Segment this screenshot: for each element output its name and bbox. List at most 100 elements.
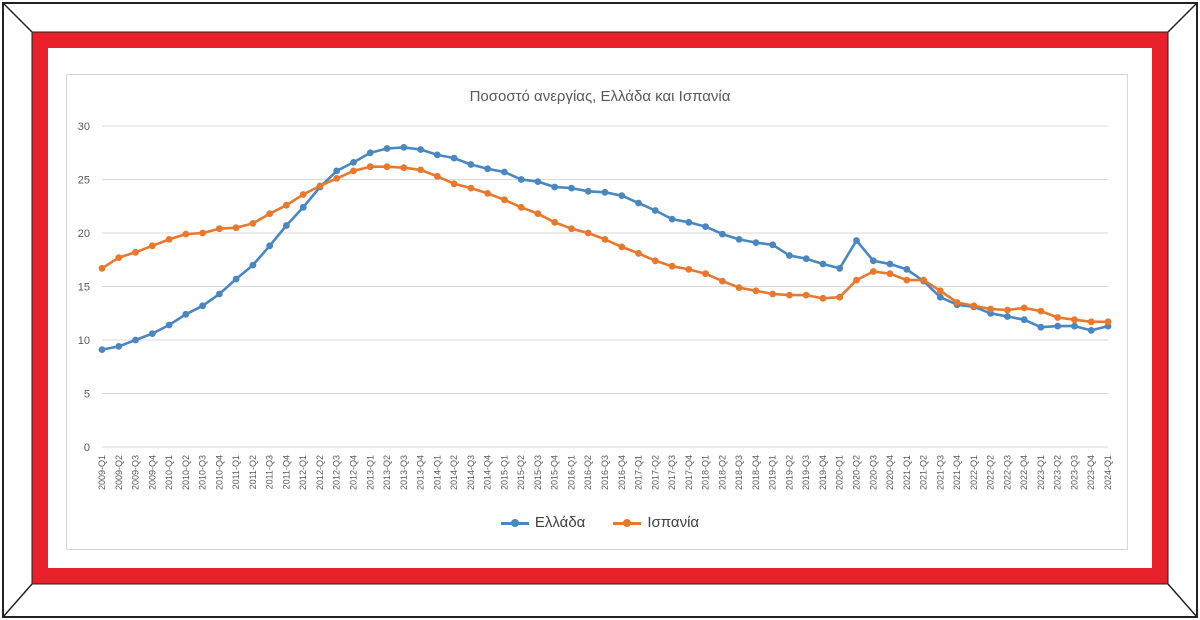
data-point-greece [333,167,341,175]
data-point-greece [115,343,123,350]
data-point-spain [819,294,827,302]
x-tick-label: 2015-Q4 [550,455,560,490]
x-tick-label: 2014-Q2 [449,455,459,490]
data-point-spain [517,203,525,211]
y-tick-label: 25 [78,175,90,187]
x-tick-label: 2014-Q1 [432,455,442,490]
x-tick-label: 2019-Q1 [768,455,778,490]
chart-panel [66,74,1128,550]
data-point-spain [266,210,274,218]
legend-swatch-spain [613,518,642,528]
data-point-greece [1020,316,1028,324]
data-point-spain [132,248,139,256]
data-point-spain [685,266,693,273]
data-point-greece [869,257,877,265]
data-point-spain [165,236,173,243]
data-point-greece [534,178,542,186]
x-tick-label: 2010-Q2 [181,455,191,490]
data-point-spain [568,225,575,233]
x-tick-label: 2022-Q3 [1002,455,1012,490]
data-point-greece [551,183,559,191]
data-point-greece [199,302,207,310]
x-tick-label: 2016-Q4 [617,455,627,490]
data-point-spain [618,243,626,251]
x-tick-label: 2024-Q1 [1103,455,1113,490]
data-point-greece [98,346,106,353]
legend-swatch-greece [500,518,529,528]
data-point-greece [366,149,374,157]
data-point-spain [182,230,190,238]
x-tick-label: 2018-Q1 [701,455,711,490]
data-point-spain [1054,314,1062,321]
data-point-greece [719,230,726,238]
data-point-spain [786,291,793,299]
x-tick-label: 2015-Q2 [516,455,526,490]
data-point-greece [836,264,844,272]
data-point-spain [802,291,810,299]
data-point-greece [165,321,173,329]
y-tick-label: 5 [84,389,90,401]
data-point-greece [1054,322,1062,330]
data-point-spain [635,249,642,257]
data-point-greece [601,188,609,196]
x-tick-label: 2019-Q4 [818,455,828,490]
data-point-spain [1020,304,1028,312]
chart-title: Ποσοστό ανεργίας, Ελλάδα και Ισπανία [469,88,731,105]
data-point-spain [417,166,424,174]
data-point-spain [534,210,542,218]
data-point-spain [584,229,592,237]
data-point-greece [249,261,257,269]
data-point-greece [266,242,274,250]
x-tick-label: 2010-Q1 [164,455,174,490]
frame-inner-line [31,31,1169,585]
x-tick-label: 2009-Q4 [147,455,157,490]
frame-bevel-tl [2,2,33,33]
x-tick-label: 2012-Q4 [349,455,359,490]
data-point-greece [467,161,475,168]
x-tick-label: 2013-Q4 [416,455,426,490]
data-point-greece [433,151,441,159]
x-tick-label: 2012-Q2 [315,455,325,490]
x-tick-label: 2016-Q3 [600,455,610,490]
y-tick-label: 10 [78,335,90,347]
data-point-spain [216,225,223,233]
data-point-greece [450,154,458,162]
x-tick-label: 2017-Q3 [667,455,677,490]
x-tick-label: 2014-Q3 [466,455,476,490]
x-tick-label: 2015-Q3 [533,455,543,490]
x-tick-label: 2021-Q1 [902,455,912,490]
series-line-greece [101,146,1109,351]
x-tick-label: 2018-Q3 [734,455,744,490]
y-tick-label: 30 [78,121,90,133]
x-tick-label: 2022-Q1 [969,455,979,490]
data-point-greece [1071,322,1078,330]
data-point-greece [735,236,743,243]
x-tick-label: 2020-Q2 [852,455,862,490]
data-point-spain [719,277,726,285]
data-point-greece [182,310,190,318]
data-point-spain [450,180,458,188]
legend-label-greece: Ελλάδα [534,514,586,531]
frame-red-border [32,32,1168,584]
data-point-spain [551,218,559,226]
data-point-spain [433,172,441,180]
data-point-greece [400,144,408,151]
data-point-greece [299,203,307,211]
data-point-greece [1004,313,1011,320]
data-point-spain [467,184,475,192]
data-point-spain [232,224,240,232]
data-point-greece [584,187,592,195]
data-point-greece [936,293,944,301]
data-point-greece [651,207,659,214]
x-tick-label: 2011-Q2 [248,455,258,489]
data-point-spain [501,196,508,204]
data-point-greece [685,218,693,226]
data-point-spain [702,270,709,278]
data-point-spain [769,290,777,298]
data-point-greece [786,252,793,259]
data-point-greece [283,222,290,229]
x-tick-label: 2017-Q4 [684,455,694,490]
data-point-spain [601,236,609,243]
x-tick-label: 2020-Q4 [885,455,895,490]
